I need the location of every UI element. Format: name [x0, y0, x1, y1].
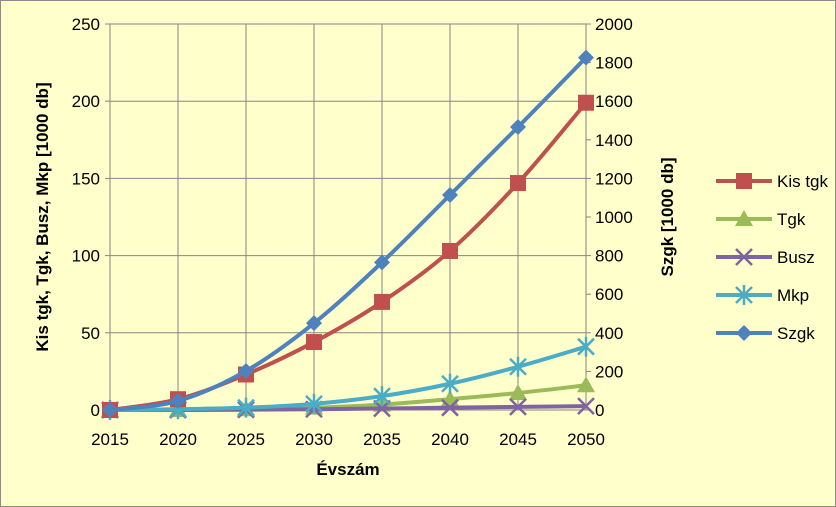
- y-tick-label: 0: [91, 401, 100, 420]
- y2-tick-label: 800: [595, 247, 623, 266]
- legend-label: Kis tgk: [777, 172, 829, 191]
- data-point: [509, 384, 527, 401]
- data-point: [374, 293, 390, 310]
- data-point: [441, 398, 459, 417]
- legend-label: Szgk: [777, 324, 815, 343]
- legend-marker: [735, 248, 753, 266]
- data-point: [578, 94, 594, 111]
- data-point: [306, 334, 322, 351]
- y2-tick-label: 400: [595, 324, 623, 343]
- data-point: [510, 175, 526, 192]
- y-tick-label: 50: [81, 324, 100, 343]
- y2-tick-label: 0: [595, 401, 604, 420]
- data-point: [509, 356, 527, 377]
- y-tick-label: 150: [72, 169, 100, 188]
- data-point: [578, 49, 594, 66]
- data-point: [102, 402, 118, 418]
- x-tick-label: 2030: [295, 430, 333, 449]
- series-line-szgk: [109, 56, 588, 412]
- x-tick-label: 2015: [91, 430, 129, 449]
- series-line-mkp: [109, 344, 587, 412]
- data-point: [442, 186, 458, 203]
- y2-tick-label: 1800: [595, 54, 633, 73]
- data-point: [577, 336, 595, 357]
- x-tick-label: 2035: [363, 430, 401, 449]
- x-axis-title: Évszám: [316, 460, 379, 479]
- data-point: [237, 397, 255, 418]
- y-tick-label: 100: [72, 247, 100, 266]
- y2-tick-label: 1200: [595, 169, 633, 188]
- data-point: [442, 242, 458, 259]
- data-point: [306, 315, 322, 332]
- y2-tick-label: 2000: [595, 15, 633, 34]
- y2-tick-label: 1400: [595, 131, 633, 150]
- y-tick-label: 250: [72, 15, 100, 34]
- x-tick-label: 2040: [431, 430, 469, 449]
- legend-marker: [736, 173, 752, 189]
- data-point: [374, 254, 390, 271]
- legend-marker: [736, 325, 752, 341]
- x-tick-label: 2050: [567, 430, 605, 449]
- y2-tick-label: 1600: [595, 92, 633, 111]
- legend-label: Busz: [777, 248, 815, 267]
- y-tick-label: 200: [72, 92, 100, 111]
- legend-marker: [735, 210, 753, 226]
- y2-axis-title: Szgk [1000 db]: [658, 157, 677, 276]
- legend-label: Tgk: [777, 210, 806, 229]
- x-tick-label: 2025: [227, 430, 265, 449]
- data-point: [170, 392, 186, 409]
- data-point: [577, 376, 595, 393]
- data-point: [441, 373, 459, 394]
- y2-tick-label: 200: [595, 362, 623, 381]
- legend-marker: [735, 285, 753, 305]
- x-tick-label: 2020: [159, 430, 197, 449]
- x-tick-label: 2045: [499, 430, 537, 449]
- legend-label: Mkp: [777, 286, 809, 305]
- y2-tick-label: 1000: [595, 208, 633, 227]
- y2-tick-label: 600: [595, 285, 623, 304]
- data-point: [305, 393, 323, 414]
- data-point: [509, 398, 527, 416]
- data-point: [510, 119, 526, 136]
- y-axis-title: Kis tgk, Tgk, Busz, Mkp [1000 db]: [33, 82, 52, 351]
- data-point: [577, 397, 595, 416]
- data-point: [373, 386, 391, 407]
- data-point: [238, 363, 254, 380]
